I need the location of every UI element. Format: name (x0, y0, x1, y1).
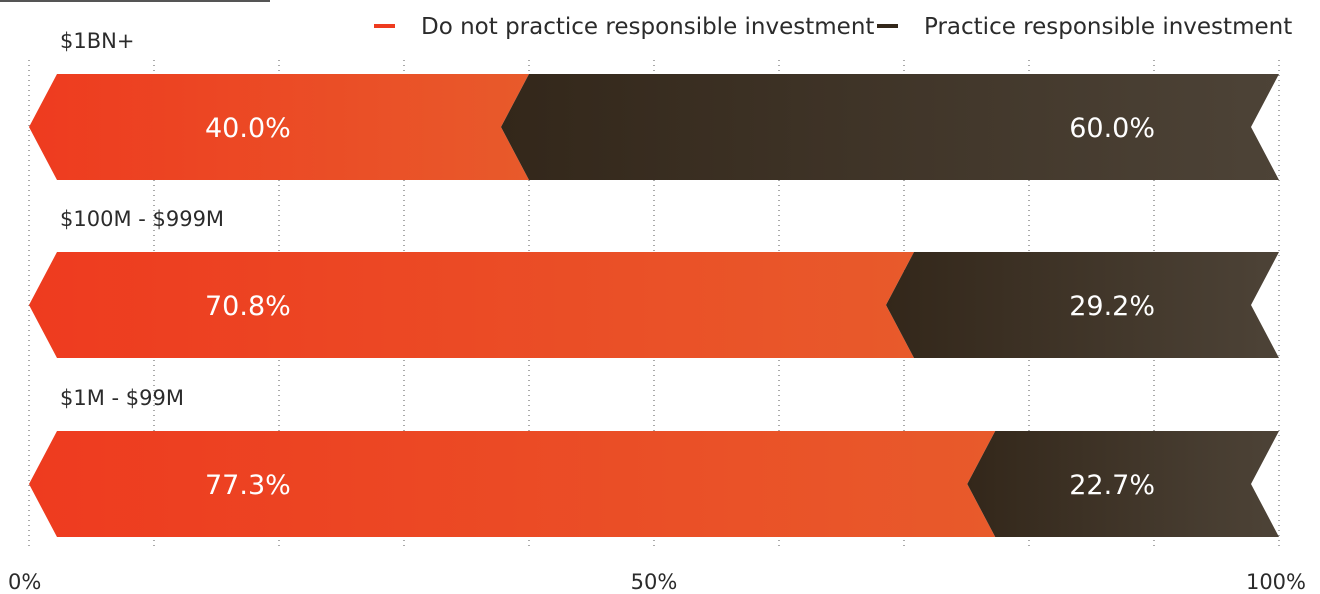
legend-label-do-not-practice-responsible-investment: Do not practice responsible investment (421, 14, 874, 40)
legend-swatch-do-not-practice-responsible-investment (374, 24, 395, 28)
x-tick-label: 50% (631, 570, 678, 594)
bar-segment-do-not-practice-responsible-investment (29, 252, 914, 358)
bar-segment-practice-responsible-investment (967, 431, 1279, 537)
bar-segment-practice-responsible-investment (886, 252, 1279, 358)
x-tick-label: 0% (8, 570, 41, 594)
category-label: $100M - $999M (60, 207, 224, 231)
data-label-practice-responsible-investment: 29.2% (1069, 291, 1155, 322)
legend-label-practice-responsible-investment: Practice responsible investment (924, 14, 1292, 40)
category-label: $1BN+ (60, 29, 134, 53)
bars: $1BN+ 40.0% 60.0% $100M - $999M 70.8% 29.2% $1… (29, 29, 1279, 537)
x-axis: 0% 50% 100% (8, 570, 1306, 594)
x-tick-label: 100% (1246, 570, 1306, 594)
category-label: $1M - $99M (60, 386, 184, 410)
data-label-do-not-practice-responsible-investment: 70.8% (205, 291, 291, 322)
legend-swatch-practice-responsible-investment (877, 24, 898, 28)
data-label-do-not-practice-responsible-investment: 77.3% (205, 470, 291, 501)
data-label-practice-responsible-investment: 60.0% (1069, 113, 1155, 144)
legend: Do not practice responsible investment Pr… (374, 14, 1292, 40)
data-label-do-not-practice-responsible-investment: 40.0% (205, 113, 291, 144)
data-label-practice-responsible-investment: 22.7% (1069, 470, 1155, 501)
bar-segment-do-not-practice-responsible-investment (29, 431, 996, 537)
bar-segment-practice-responsible-investment (501, 74, 1279, 180)
bar-segment-do-not-practice-responsible-investment (29, 74, 529, 180)
